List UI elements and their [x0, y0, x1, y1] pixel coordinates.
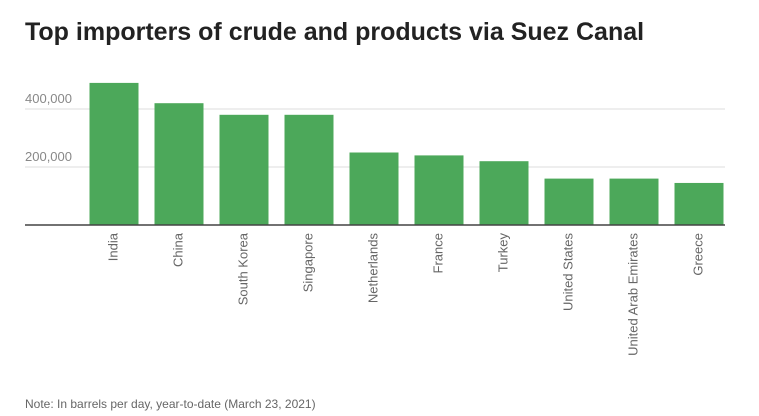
bar: [674, 182, 724, 225]
chart-title: Top importers of crude and products via …: [25, 18, 644, 46]
x-tick-label: United States: [560, 233, 575, 312]
x-tick-label: Greece: [690, 233, 705, 276]
bar: [284, 114, 334, 225]
bar: [154, 103, 204, 225]
bar: [219, 114, 269, 225]
bar: [479, 161, 529, 225]
x-tick-label: Singapore: [300, 233, 315, 292]
y-tick-label: 400,000: [25, 91, 72, 106]
bar: [414, 155, 464, 225]
x-tick-label: China: [170, 232, 185, 267]
x-tick-label: United Arab Emirates: [625, 233, 640, 356]
x-tick-label: Turkey: [495, 233, 510, 273]
x-tick-label: South Korea: [235, 232, 250, 305]
chart-note: Note: In barrels per day, year-to-date (…: [25, 397, 316, 411]
x-tick-label: France: [430, 233, 445, 273]
bar: [89, 82, 139, 226]
bar: [609, 178, 659, 225]
x-tick-label: Netherlands: [365, 233, 380, 304]
bar: [349, 152, 399, 225]
x-tick-label: India: [105, 232, 120, 261]
bar: [544, 178, 594, 225]
y-tick-label: 200,000: [25, 149, 72, 164]
